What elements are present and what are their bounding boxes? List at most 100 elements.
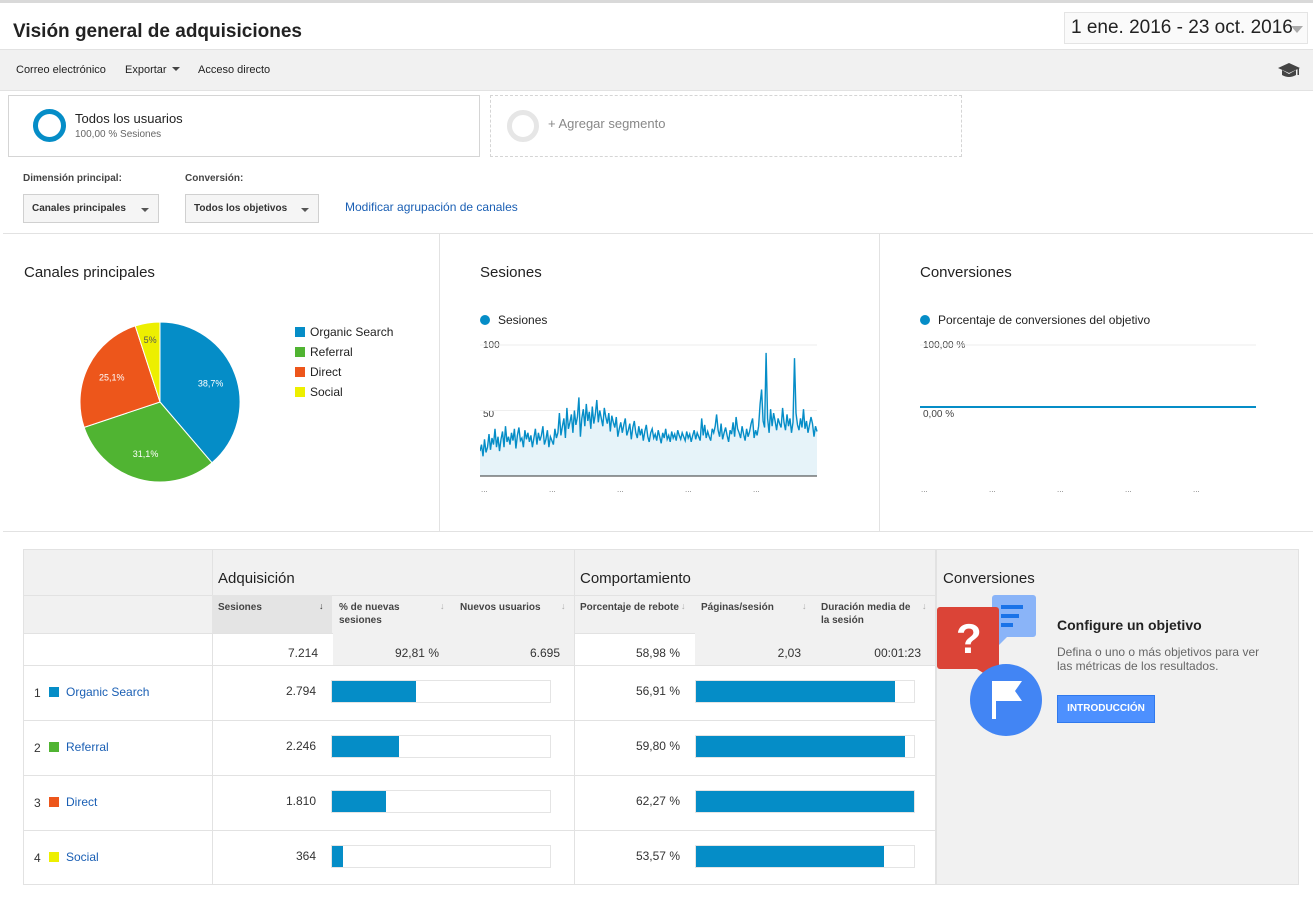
bounce-bar-fill — [696, 791, 914, 812]
date-range-picker[interactable]: 1 ene. 2016 - 23 oct. 2016 — [1064, 12, 1308, 44]
chevron-down-icon — [1291, 26, 1303, 33]
x-tick-label: ... — [921, 485, 928, 494]
x-tick-label: ... — [685, 485, 692, 494]
x-tick-label: ... — [481, 485, 488, 494]
sort-icon[interactable]: ↓ — [922, 601, 927, 611]
export-button[interactable]: Exportar — [125, 64, 180, 76]
sorted-column-header-bg — [212, 595, 332, 633]
conversion-dropdown[interactable]: Todos los objetivos — [185, 194, 319, 223]
bounce-bar-fill — [696, 681, 896, 702]
pie-slice-social[interactable] — [134, 321, 161, 403]
sessions-bar-track — [331, 790, 551, 813]
pie-slice-label: 25,1% — [99, 373, 125, 383]
conversions-box-title: Conversiones — [943, 570, 1035, 587]
conversion-y-tick: 0,00 % — [923, 409, 955, 420]
sort-icon[interactable]: ↓ — [802, 601, 807, 611]
sessions-bar-track — [331, 680, 551, 703]
legend-swatch — [295, 387, 305, 397]
segment-all-users[interactable]: Todos los usuarios 100,00 % Sesiones — [8, 95, 480, 157]
row-channel-link[interactable]: Organic Search — [66, 685, 150, 699]
export-label: Exportar — [125, 64, 167, 76]
introduction-button[interactable]: INTRODUCCIÓN — [1057, 695, 1155, 723]
x-tick-label: ... — [1125, 485, 1132, 494]
row-divider — [24, 665, 935, 666]
legend-swatch — [295, 327, 305, 337]
acquisition-group-header: Adquisición — [218, 570, 295, 587]
behavior-group-header: Comportamiento — [580, 570, 691, 587]
row-channel-link[interactable]: Direct — [66, 795, 98, 809]
pie-slice-organic-search[interactable] — [159, 321, 241, 464]
x-tick-label: ... — [549, 485, 556, 494]
legend-swatch — [295, 367, 305, 377]
row-divider — [24, 595, 935, 596]
row-channel-link[interactable]: Social — [66, 850, 99, 864]
x-tick-label: ... — [1193, 485, 1200, 494]
page-header: Visión general de adquisiciones 1 ene. 2… — [0, 3, 1313, 50]
x-tick-label: ... — [753, 485, 760, 494]
column-header-pages-session[interactable]: Páginas/sesión — [701, 602, 774, 613]
sessions-legend: Sesiones — [480, 313, 547, 327]
pie-slice-referral[interactable] — [83, 401, 213, 483]
conversion-rate-legend-label: Porcentaje de conversiones del objetivo — [938, 313, 1151, 327]
sort-icon[interactable]: ↓ — [681, 601, 686, 611]
row-sessions: 2.794 — [285, 684, 316, 698]
column-header-bounce-rate[interactable]: Porcentaje de rebote — [580, 602, 679, 613]
sessions-series-line[interactable] — [480, 352, 818, 457]
sessions-legend-label: Sesiones — [498, 313, 548, 327]
column-header-new-users[interactable]: Nuevos usuarios — [460, 602, 541, 613]
sort-icon[interactable]: ↓ — [440, 601, 445, 611]
total-new-sessions: 92,81 % — [394, 646, 439, 660]
sessions-bar-fill — [332, 791, 387, 812]
bounce-bar-fill — [696, 846, 884, 867]
conversion-rate-legend: Porcentaje de conversiones del objetivo — [920, 313, 1150, 327]
row-bounce-rate: 59,80 % — [635, 739, 680, 753]
goal-setup-illustration-icon: ? — [937, 595, 1042, 736]
row-bounce-rate: 62,27 % — [635, 794, 680, 808]
row-bounce-rate: 56,91 % — [635, 684, 680, 698]
add-segment-label: + Agregar segmento — [548, 116, 666, 131]
x-tick-label: ... — [989, 485, 996, 494]
top-border — [0, 0, 1313, 3]
row-index: 2 — [34, 741, 41, 755]
row-color-swatch — [49, 797, 59, 807]
pie-slice-direct[interactable] — [79, 325, 161, 428]
row-sessions: 1.810 — [285, 794, 316, 808]
dimension-dropdown[interactable]: Canales principales — [23, 194, 159, 223]
conversions-panel-title: Conversiones — [920, 264, 1012, 281]
report-toolbar: Correo electrónico Exportar Acceso direc… — [0, 50, 1313, 91]
column-header-new-sessions[interactable]: % de nuevas sesiones — [339, 602, 400, 626]
email-button[interactable]: Correo electrónico — [16, 64, 106, 76]
sort-icon[interactable]: ↓ — [561, 601, 566, 611]
caret-down-icon — [141, 208, 149, 212]
channels-panel-title: Canales principales — [24, 264, 155, 281]
sessions-area-fill — [480, 352, 817, 476]
x-tick-label: ... — [1057, 485, 1064, 494]
caret-down-icon — [171, 67, 180, 71]
channels-pie-chart: 38,7% 31,1% 25,1% 5% — [79, 321, 241, 483]
sessions-bar-fill — [332, 846, 343, 867]
total-bounce-rate: 58,98 % — [635, 646, 680, 660]
empty-segment-ring-icon — [507, 110, 539, 142]
column-header-sessions[interactable]: Sesiones — [218, 602, 262, 613]
total-sessions: 7.214 — [287, 646, 318, 660]
sort-desc-icon[interactable]: ↓ — [319, 601, 324, 611]
row-channel-link[interactable]: Referral — [66, 740, 109, 754]
totals-grey-bg — [695, 633, 935, 665]
date-range-label: 1 ene. 2016 - 23 oct. 2016 — [1071, 17, 1293, 38]
goal-setup-heading: Configure un objetivo — [1057, 617, 1202, 633]
column-header-avg-duration[interactable]: Duración media de la sesión — [821, 602, 911, 626]
modify-channel-grouping-link[interactable]: Modificar agrupación de canales — [345, 200, 518, 214]
total-pages-session: 2,03 — [777, 646, 801, 660]
shortcut-button[interactable]: Acceso directo — [198, 64, 271, 76]
add-segment-button[interactable]: + Agregar segmento — [490, 95, 962, 157]
pie-slice-label: 31,1% — [133, 449, 159, 459]
bounce-bar-track — [695, 790, 915, 813]
sessions-bar-track — [331, 845, 551, 868]
sessions-area-chart: ............... — [480, 344, 818, 494]
legend-item-organic-search: Organic Search — [295, 325, 393, 339]
legend-swatch — [295, 347, 305, 357]
total-new-users: 6.695 — [529, 646, 560, 660]
graduation-cap-icon[interactable] — [1278, 61, 1300, 79]
conversion-label: Conversión: — [185, 173, 244, 184]
conversion-rate-line-chart: ............... — [920, 344, 1256, 494]
